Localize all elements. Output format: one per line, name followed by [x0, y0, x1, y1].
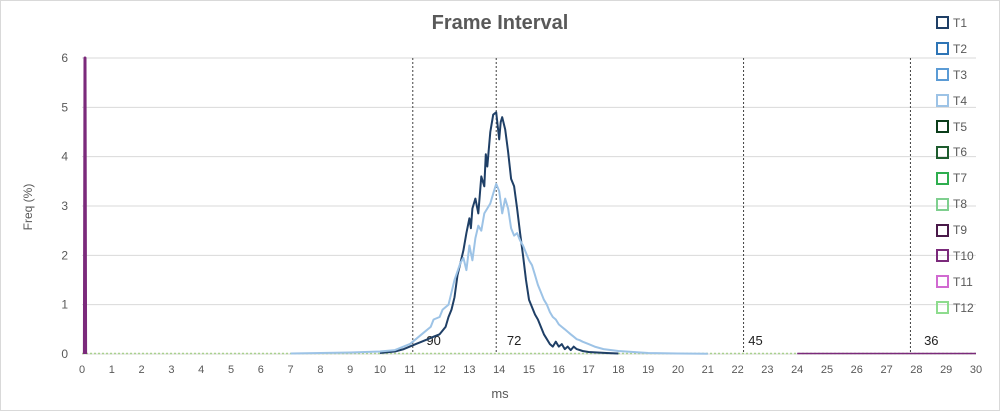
x-tick-label: 24: [791, 364, 803, 376]
series-line-t1: [379, 111, 619, 355]
y-tick-label: 0: [61, 347, 68, 361]
legend-swatch: [936, 275, 949, 289]
y-tick-label: 4: [61, 150, 68, 164]
legend-item-t10: T10: [936, 243, 1000, 269]
x-tick-label: 1: [109, 364, 115, 376]
x-tick-label: 11: [404, 364, 415, 376]
x-tick-label: 28: [910, 364, 922, 376]
x-tick-label: 26: [851, 364, 863, 376]
legend-swatch: [936, 223, 949, 237]
legend-label: T3: [953, 67, 968, 82]
y-tick-label: 6: [61, 51, 68, 65]
x-tick-label: 10: [374, 364, 386, 376]
legend-item-t11: T11: [936, 269, 1000, 295]
legend-swatch: [936, 197, 949, 211]
legend-label: T2: [953, 41, 968, 56]
y-tick-label: 3: [61, 199, 68, 213]
legend-item-t2: T2: [936, 36, 1000, 62]
legend-item-t4: T4: [936, 88, 1000, 114]
legend-item-t8: T8: [936, 191, 1000, 217]
legend: T1 T2 T3 T4 T5 T6 T7 T8 T9 T10 T11 T12: [936, 10, 1000, 321]
reference-label: 36: [924, 333, 938, 348]
legend-label: T6: [953, 145, 968, 160]
x-tick-label: 0: [79, 364, 85, 376]
chart-title: Frame Interval: [431, 12, 569, 34]
x-tick-label: 13: [463, 364, 475, 376]
x-tick-label: 8: [317, 364, 323, 376]
x-tick-label: 15: [523, 364, 535, 376]
x-tick-label: 30: [970, 364, 982, 376]
x-tick-label: 23: [761, 364, 773, 376]
legend-label: T7: [953, 171, 968, 186]
x-tick-label: 29: [940, 364, 952, 376]
legend-item-t6: T6: [936, 139, 1000, 165]
legend-swatch: [936, 68, 949, 82]
x-tick-label: 19: [642, 364, 654, 376]
x-tick-label: 12: [433, 364, 445, 376]
x-tick-label: 16: [553, 364, 565, 376]
legend-item-t9: T9: [936, 217, 1000, 243]
legend-swatch: [936, 16, 949, 30]
x-tick-label: 18: [612, 364, 624, 376]
legend-item-t1: T1: [936, 10, 1000, 36]
reference-label: 72: [507, 333, 521, 348]
x-tick-label: 21: [702, 364, 714, 376]
x-tick-label: 14: [493, 364, 505, 376]
x-tick-label: 6: [258, 364, 264, 376]
x-tick-label: 20: [672, 364, 684, 376]
legend-swatch: [936, 171, 949, 185]
legend-label: T11: [953, 274, 973, 289]
legend-item-t7: T7: [936, 165, 1000, 191]
x-tick-label: 17: [582, 364, 594, 376]
legend-label: T5: [953, 119, 968, 134]
x-axis-label: ms: [491, 386, 509, 401]
reference-label: 90: [426, 333, 440, 348]
legend-swatch: [936, 120, 949, 133]
series-line-t4: [290, 182, 708, 355]
legend-item-t12: T12: [936, 295, 1000, 321]
x-tick-label: 2: [139, 364, 145, 376]
legend-swatch: [936, 301, 949, 315]
legend-swatch: [936, 42, 949, 56]
x-tick-label: 22: [731, 364, 743, 376]
legend-item-t5: T5: [936, 114, 1000, 140]
x-tick-label: 27: [880, 364, 892, 376]
x-tick-label: 9: [347, 364, 353, 376]
legend-swatch: [936, 94, 949, 108]
legend-item-t3: T3: [936, 62, 1000, 88]
legend-label: T9: [953, 223, 968, 238]
reference-label: 45: [748, 333, 762, 348]
legend-label: T10: [953, 248, 974, 263]
x-tick-label: 7: [288, 364, 294, 376]
legend-label: T1: [953, 15, 968, 30]
legend-swatch: [936, 249, 949, 263]
x-tick-label: 4: [198, 364, 204, 376]
x-tick-label: 3: [168, 364, 174, 376]
x-tick-label: 25: [821, 364, 833, 376]
x-tick-label: 5: [228, 364, 234, 376]
y-tick-label: 2: [61, 248, 68, 262]
legend-swatch: [936, 145, 949, 159]
legend-label: T4: [953, 93, 968, 108]
legend-label: T8: [953, 197, 968, 212]
y-tick-label: 1: [61, 298, 68, 312]
y-tick-label: 5: [61, 100, 68, 114]
series-line-t10: [82, 56, 88, 355]
legend-label: T12: [953, 300, 974, 315]
